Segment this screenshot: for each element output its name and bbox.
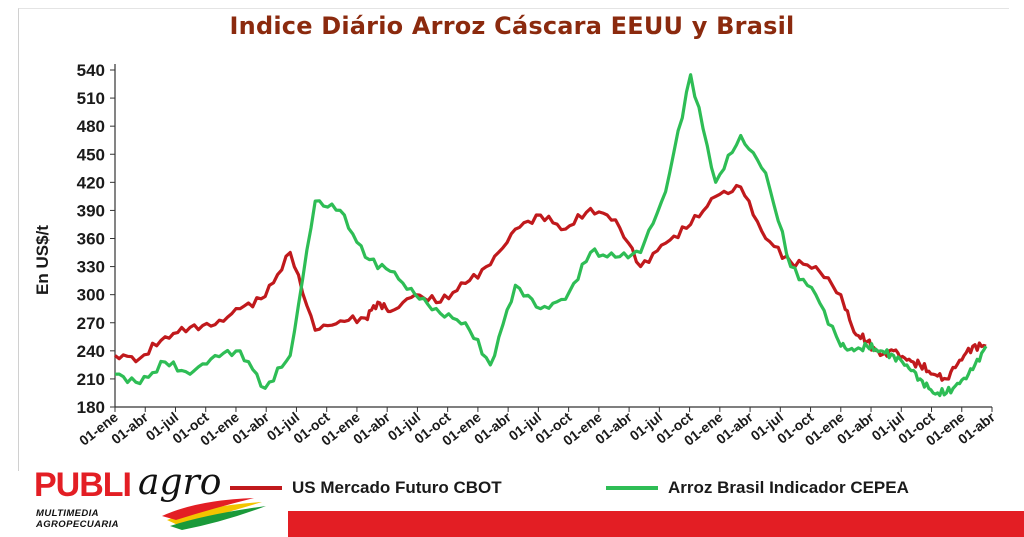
y-tick-label: 360: [77, 230, 105, 249]
y-tick-label: 330: [77, 258, 105, 277]
series-line-cepea: [114, 73, 988, 398]
logo-tagline-2: AGROPECUARIA: [36, 519, 119, 530]
legend-swatch-cbot: [230, 486, 282, 490]
y-tick-label: 180: [77, 398, 105, 417]
y-tick-label: 270: [77, 314, 105, 333]
series-group: [114, 73, 988, 398]
legend-label-cepea: Arroz Brasil Indicador CEPEA: [668, 478, 909, 497]
footer-red-band: [288, 511, 1024, 537]
logo-word: PUBLI: [34, 466, 132, 504]
x-ticks: 01-ene01-abr01-jul01-oct01-ene01-abr01-j…: [76, 407, 998, 449]
legend-item-cepea: Arroz Brasil Indicador CEPEA: [606, 478, 909, 498]
series-line-cbot: [114, 183, 987, 382]
chart-title: Indice Diário Arroz Cáscara EEUU y Brasi…: [229, 12, 795, 40]
y-tick-label: 240: [77, 342, 105, 361]
y-tick-label: 510: [77, 89, 105, 108]
line-chart: 180210240270300330360390420450480510540 …: [76, 61, 998, 449]
publiagro-logo: PUBLI agro MULTIMEDIA AGROPECUARIA: [30, 462, 270, 532]
y-tick-label: 450: [77, 145, 105, 164]
logo-script: agro: [138, 462, 222, 503]
logo-swoosh-icon: [162, 498, 266, 530]
y-tick-label: 540: [77, 61, 105, 80]
y-tick-label: 480: [77, 117, 105, 136]
y-tick-label: 390: [77, 201, 105, 220]
y-tick-label: 420: [77, 173, 105, 192]
legend-label-cbot: US Mercado Futuro CBOT: [292, 478, 502, 497]
legend-item-cbot: US Mercado Futuro CBOT: [230, 478, 502, 498]
axes: [114, 64, 992, 408]
logo-tagline-1: MULTIMEDIA: [36, 508, 99, 519]
chart-frame: [18, 8, 1009, 471]
y-ticks: 180 210 240 270 300 330 360 390 420 450 480 510 540: [77, 61, 115, 417]
y-tick-label: 300: [77, 286, 105, 305]
y-tick-label: 210: [77, 370, 105, 389]
legend-swatch-cepea: [606, 486, 658, 490]
